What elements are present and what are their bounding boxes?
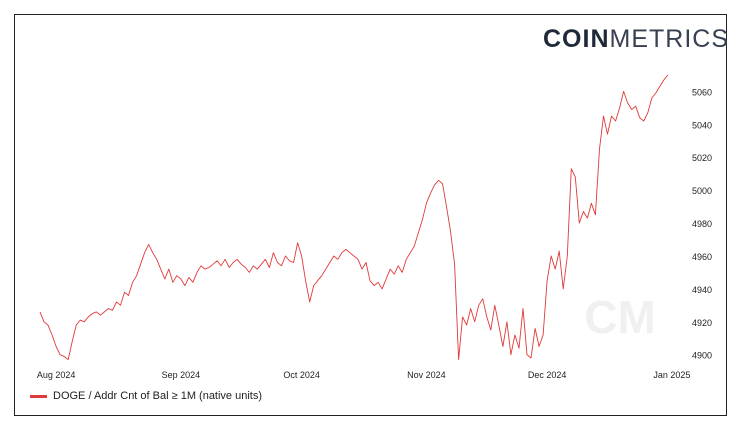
legend: DOGE / Addr Cnt of Bal ≥ 1M (native unit… xyxy=(30,388,262,404)
cm-watermark: CM xyxy=(584,291,656,343)
y-tick-label: 4900 xyxy=(692,351,712,361)
x-tick-label: Aug 2024 xyxy=(37,370,76,380)
x-tick-label: Jan 2025 xyxy=(653,370,690,380)
y-tick-label: 4980 xyxy=(692,219,712,229)
y-tick-label: 4940 xyxy=(692,285,712,295)
y-tick-label: 5020 xyxy=(692,153,712,163)
y-tick-label: 4960 xyxy=(692,252,712,262)
series-line-doge-addr-cnt xyxy=(39,74,669,361)
y-tick-label: 4920 xyxy=(692,318,712,328)
legend-label: DOGE / Addr Cnt of Bal ≥ 1M (native unit… xyxy=(53,390,263,402)
y-tick-label: 5040 xyxy=(692,120,712,130)
x-tick-label: Nov 2024 xyxy=(407,370,446,380)
x-tick-label: Oct 2024 xyxy=(283,370,320,380)
x-tick-label: Dec 2024 xyxy=(528,370,567,380)
chart-frame xyxy=(14,14,727,416)
x-tick-label: Sep 2024 xyxy=(162,370,201,380)
legend-swatch xyxy=(30,394,47,398)
coinmetrics-logo: COINMETRICS xyxy=(543,25,729,53)
y-tick-label: 5000 xyxy=(692,186,712,196)
y-tick-label: 5060 xyxy=(692,87,712,97)
